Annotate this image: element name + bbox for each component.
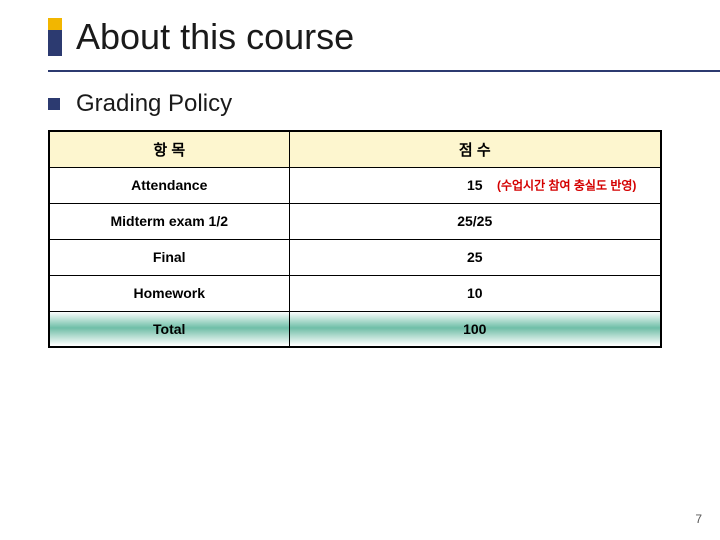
square-bullet-icon <box>48 98 60 110</box>
table-header-score: 점 수 <box>289 131 661 167</box>
table-header-row: 항 목 점 수 <box>49 131 661 167</box>
table-cell-label: Midterm exam 1/2 <box>49 203 289 239</box>
page-number: 7 <box>695 512 702 526</box>
slide: About this course Grading Policy 항 목 점 수… <box>0 0 720 540</box>
table-cell-label: Attendance <box>49 167 289 203</box>
table-cell-label: Homework <box>49 275 289 311</box>
table-row: Attendance 15 (수업시간 참여 충실도 반영) <box>49 167 661 203</box>
table-cell-score: 100 <box>289 311 661 347</box>
section-subtitle: Grading Policy <box>76 90 232 118</box>
score-annotation: (수업시간 참여 충실도 반영) <box>497 177 636 194</box>
table-cell-score: 25/25 <box>289 203 661 239</box>
table-row-total: Total 100 <box>49 311 661 347</box>
subtitle-row: Grading Policy <box>48 90 710 118</box>
table-row: Homework 10 <box>49 275 661 311</box>
title-underline <box>48 70 720 72</box>
page-title: About this course <box>76 18 354 56</box>
score-value: 15 <box>467 177 483 193</box>
table-cell-score: 25 <box>289 239 661 275</box>
grading-table: 항 목 점 수 Attendance 15 (수업시간 참여 충실도 반영) M… <box>48 130 662 348</box>
table-cell-score: 10 <box>289 275 661 311</box>
title-row: About this course <box>48 18 710 56</box>
table-cell-label: Total <box>49 311 289 347</box>
table-header-item: 항 목 <box>49 131 289 167</box>
title-bullet-icon <box>48 18 62 56</box>
table-row: Final 25 <box>49 239 661 275</box>
table-row: Midterm exam 1/2 25/25 <box>49 203 661 239</box>
table-cell-score: 15 (수업시간 참여 충실도 반영) <box>289 167 661 203</box>
table-cell-label: Final <box>49 239 289 275</box>
